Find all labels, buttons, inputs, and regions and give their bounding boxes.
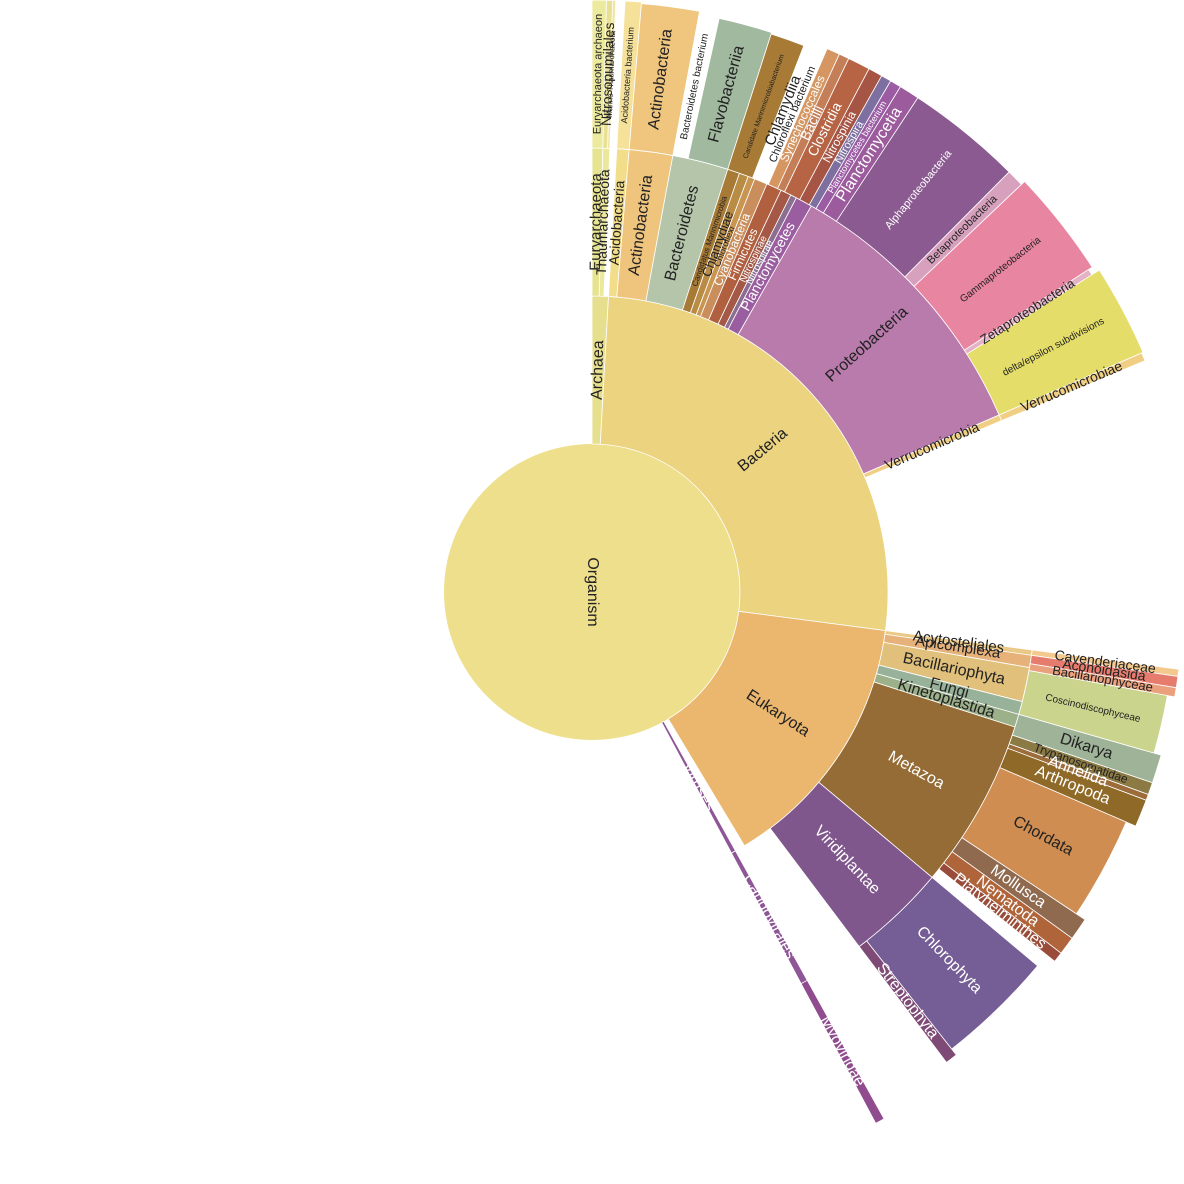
segment-streptophyta[interactable] bbox=[858, 940, 957, 1063]
segment-myoviridae[interactable] bbox=[800, 979, 885, 1124]
segment-marine-thaumarchaeota[interactable] bbox=[607, 0, 617, 149]
segment-platyhelminthes[interactable] bbox=[938, 862, 1062, 962]
label-thaumarchaeota: Thaumarchaeota bbox=[593, 169, 612, 276]
label-myoviridae: Myoviridae bbox=[816, 1013, 868, 1089]
label-nitrosopumilales: Nitrosopumilales bbox=[598, 22, 617, 126]
label-acidobacteria: Acidobacteria bbox=[606, 180, 628, 266]
label-organism: Organism bbox=[584, 557, 601, 626]
segment-organism[interactable] bbox=[444, 444, 740, 740]
sunburst-segments bbox=[444, 0, 1180, 1124]
label-archaea: Archaea bbox=[589, 340, 608, 400]
segment-verrucomicrobiae[interactable] bbox=[998, 352, 1146, 422]
label-caudovirales: Caudovirales bbox=[739, 872, 799, 962]
label-euryarchaeota: Euryarchaeota bbox=[587, 172, 605, 270]
label-euryarchaeota-archaeon: Euryarchaeota archaeon bbox=[591, 14, 604, 135]
label-marine-thaumarchaeota: Marine Thaumarchaeota bbox=[605, 30, 617, 118]
